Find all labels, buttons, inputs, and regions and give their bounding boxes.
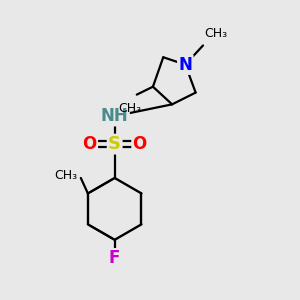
Text: CH₃: CH₃ [118, 102, 141, 115]
Text: O: O [133, 135, 147, 153]
Text: N: N [178, 56, 192, 74]
Text: S: S [108, 135, 121, 153]
Text: O: O [82, 135, 97, 153]
Text: CH₃: CH₃ [204, 27, 227, 40]
Text: F: F [109, 249, 120, 267]
Text: CH₃: CH₃ [55, 169, 78, 182]
Text: NH: NH [101, 107, 128, 125]
